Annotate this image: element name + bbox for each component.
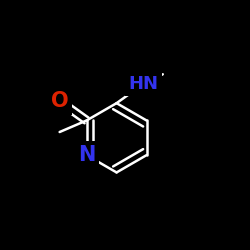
Text: N: N [78,145,95,165]
Text: HN: HN [128,75,158,93]
Text: O: O [51,91,68,111]
